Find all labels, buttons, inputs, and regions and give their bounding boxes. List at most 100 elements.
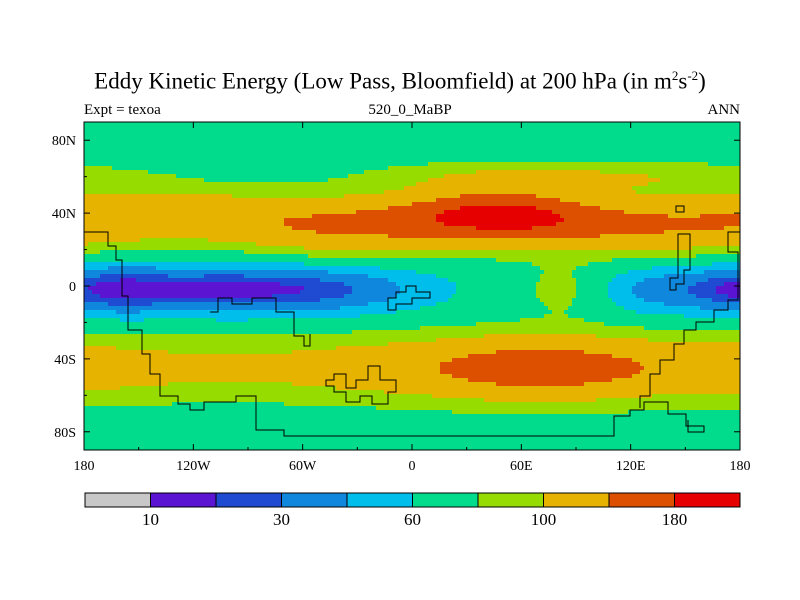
contour-cell (344, 294, 397, 299)
contour-cell (84, 170, 149, 175)
contour-cell (84, 410, 453, 415)
contour-cell (176, 174, 349, 179)
contour-cell (88, 286, 305, 291)
contour-cell (316, 230, 665, 235)
contour-cell (640, 370, 740, 375)
x-tick-label-4: 60E (510, 459, 533, 474)
contour-cell (388, 298, 449, 303)
contour-cell (420, 326, 645, 331)
contour-cell (636, 282, 697, 287)
contour-cell (644, 366, 740, 371)
contour-cell (636, 294, 697, 299)
coastline-east-peninsula (669, 233, 691, 291)
contour-cell (436, 198, 561, 203)
contour-cell (436, 274, 541, 279)
contour-cell (416, 182, 649, 187)
colorbar-label-0: 10 (142, 510, 159, 529)
contour-cell (688, 286, 717, 291)
contour-cell (84, 226, 293, 231)
contour-cell (84, 222, 285, 227)
contour-cell (664, 274, 740, 279)
colorbar-label-1: 30 (273, 510, 290, 529)
contour-cell (644, 278, 709, 283)
contour-cell (576, 282, 609, 287)
contour-cell (120, 386, 337, 391)
contour-cell (380, 266, 541, 271)
contour-cell (84, 402, 173, 407)
contour-cell (84, 430, 740, 435)
contour-cell (84, 354, 469, 359)
contour-cell (140, 238, 209, 243)
contour-cell (468, 354, 613, 359)
contour-cell (84, 378, 469, 383)
contour-cell (484, 398, 597, 403)
contour-cell (352, 286, 401, 291)
contour-cell (204, 274, 245, 279)
contour-cell (84, 366, 441, 371)
contour-cell (476, 226, 533, 231)
contour-cell (460, 206, 537, 211)
contour-cell (84, 266, 109, 271)
coastlines (84, 205, 740, 437)
contour-cell (540, 278, 577, 283)
contour-cell (396, 282, 457, 287)
contour-cell (84, 358, 453, 363)
contour-cell (540, 266, 577, 271)
contour-cell (428, 178, 661, 183)
contour-cell (336, 386, 740, 391)
contour-cell (84, 126, 740, 131)
contour-cell (84, 326, 421, 331)
contour-cell (648, 182, 740, 187)
contour-cell (568, 314, 685, 319)
contour-cell (692, 246, 740, 251)
contour-cell (344, 282, 397, 287)
contour-cell (84, 362, 441, 367)
contour-cell (576, 286, 609, 291)
contour-cell (388, 206, 461, 211)
contour-cell (248, 318, 521, 323)
contour-cell (84, 438, 740, 443)
contour-cell (84, 342, 389, 347)
contour-cell (208, 238, 740, 243)
contour-cell (156, 266, 381, 271)
contour-cell (536, 290, 577, 295)
contour-cell (552, 210, 625, 215)
contour-cell (84, 238, 141, 243)
contour-cell (432, 394, 653, 399)
contour-cell (232, 194, 345, 199)
contour-cell (84, 158, 740, 163)
contour-cell (600, 206, 740, 211)
contour-cell (84, 186, 405, 191)
contour-cell (84, 350, 169, 355)
contour-cell (536, 194, 740, 199)
contour-cell (444, 210, 553, 215)
contour-cell (436, 338, 649, 343)
coastline-southern-islands (325, 365, 397, 405)
contour-cell (716, 286, 740, 291)
colorbar-label-2: 60 (404, 510, 421, 529)
period-label: 520_0_MaBP (368, 102, 452, 118)
contour-cell (572, 302, 617, 307)
contour-cell (84, 166, 113, 171)
contour-cell (108, 266, 157, 271)
contour-cell (704, 270, 740, 275)
contour-cell (272, 294, 345, 299)
contour-cell (552, 310, 565, 315)
contour-cell (84, 346, 117, 351)
contour-cell (576, 278, 613, 283)
contour-cell (388, 234, 601, 239)
colorbar-box-0 (84, 492, 151, 508)
contour-cell (724, 282, 740, 287)
y-tick-label-3: 40S (54, 353, 76, 368)
contour-cell (540, 274, 573, 279)
contour-cell (388, 342, 740, 347)
contour-cell (84, 130, 740, 135)
contour-cell (152, 302, 369, 307)
contour-cell (716, 290, 740, 295)
contour-cell (596, 398, 740, 403)
contour-cell (644, 326, 740, 331)
contour-cell (84, 234, 389, 239)
contour-cell (468, 378, 613, 383)
contour-cell (612, 278, 645, 283)
contour-cell (304, 262, 533, 267)
